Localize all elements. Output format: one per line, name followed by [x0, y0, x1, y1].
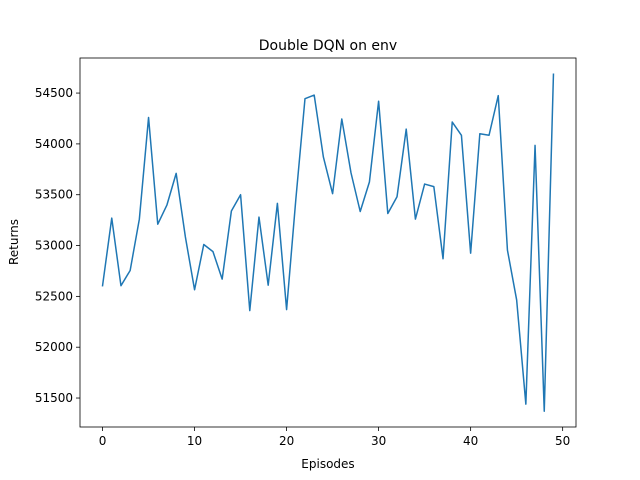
- y-tick-label: 53000: [35, 239, 73, 253]
- y-tick-label: 53500: [35, 188, 73, 202]
- plot-area: 0 10 20 30 40 50 51500 52000 52500 53000 53500 5400…: [35, 57, 577, 448]
- y-tick-label: 54000: [35, 137, 73, 151]
- x-tick-label: 50: [555, 434, 570, 448]
- y-tick-label: 52000: [35, 340, 73, 354]
- x-tick-label: 10: [187, 434, 202, 448]
- y-axis-title: Returns: [7, 219, 21, 265]
- x-tick-label: 0: [99, 434, 107, 448]
- y-tick-label: 51500: [35, 391, 73, 405]
- x-tick-label: 20: [279, 434, 294, 448]
- axes-frame: [79, 57, 577, 428]
- y-tick-label: 52500: [35, 289, 73, 303]
- x-tick-label: 30: [371, 434, 386, 448]
- y-tick-label: 54500: [35, 86, 73, 100]
- series-line-0: [101, 73, 555, 412]
- x-axis-title: Episodes: [301, 457, 354, 471]
- chart-title: Double DQN on env: [259, 38, 397, 54]
- x-tick-label: 40: [463, 434, 478, 448]
